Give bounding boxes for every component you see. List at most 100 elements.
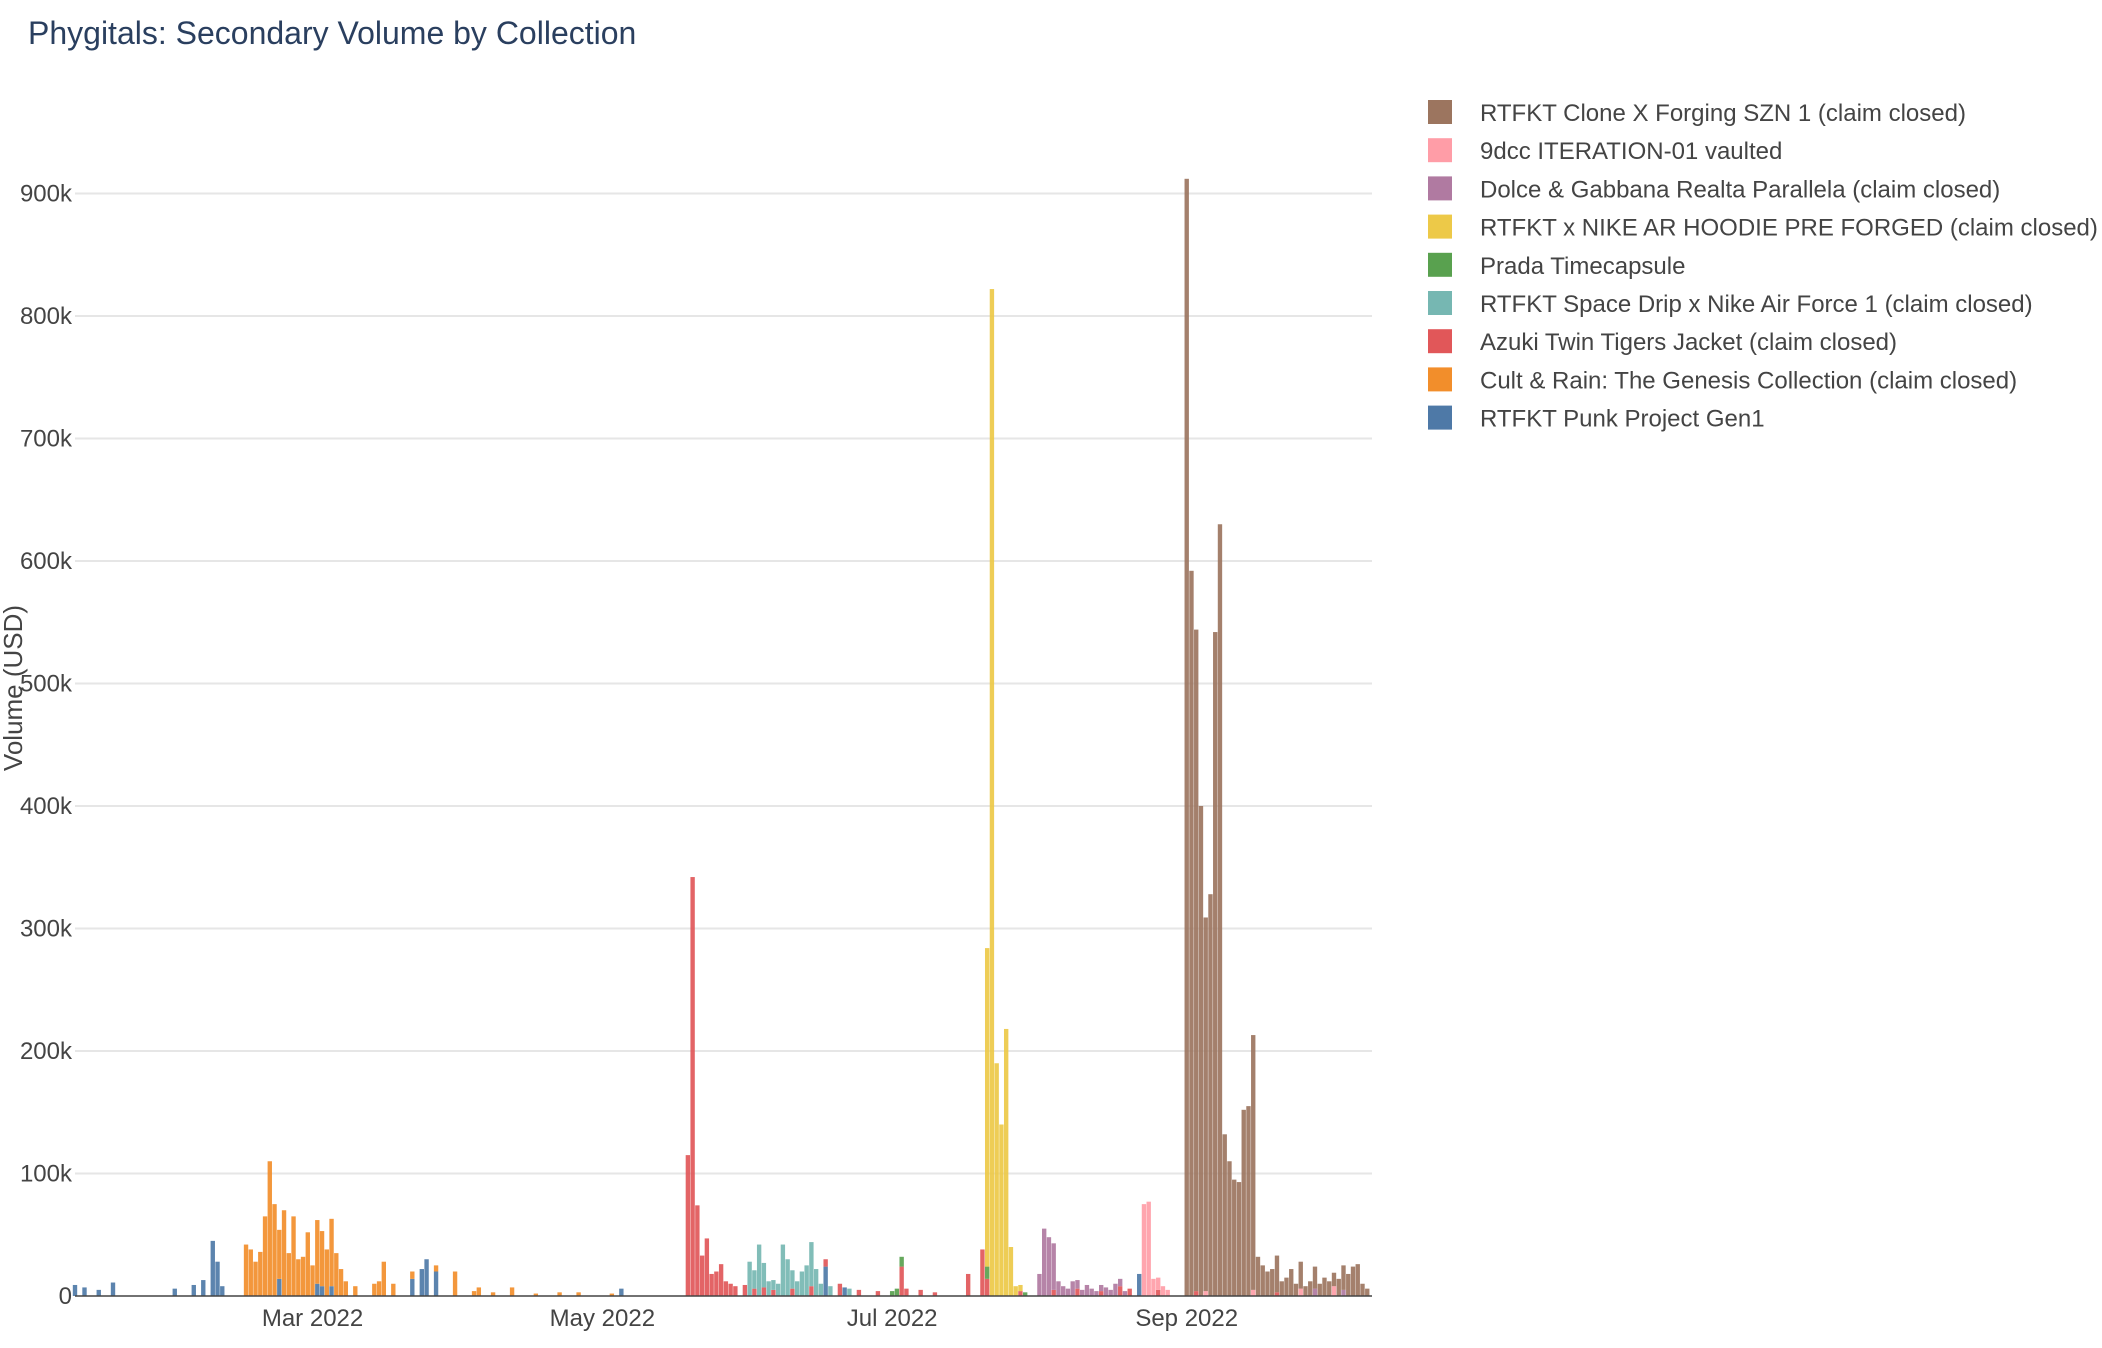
legend-item[interactable]: RTFKT Space Drip x Nike Air Force 1 (cla… xyxy=(1428,291,2033,318)
bar xyxy=(1360,1283,1365,1296)
chart-title: Phygitals: Secondary Volume by Collectio… xyxy=(28,15,636,51)
bar xyxy=(847,1288,852,1296)
bar xyxy=(1303,1286,1308,1296)
bar xyxy=(752,1270,757,1289)
bar xyxy=(296,1259,301,1296)
bar xyxy=(1260,1265,1265,1296)
bar xyxy=(723,1281,729,1296)
bar xyxy=(718,1264,724,1296)
bar xyxy=(476,1287,482,1296)
bar xyxy=(994,1063,999,1296)
bar xyxy=(1061,1286,1066,1296)
bar xyxy=(685,1155,691,1296)
legend-swatch xyxy=(1428,176,1452,201)
bar xyxy=(771,1289,776,1296)
legend-item[interactable]: Dolce & Gabbana Realta Parallela (claim … xyxy=(1428,176,2000,203)
bar xyxy=(248,1249,253,1296)
legend-label: RTFKT x NIKE AR HOODIE PRE FORGED (claim… xyxy=(1480,215,2098,242)
bar xyxy=(72,1284,78,1296)
bar xyxy=(1246,1106,1251,1296)
bar xyxy=(989,289,995,1296)
bar xyxy=(281,1210,287,1296)
bar xyxy=(1317,1283,1322,1296)
bar xyxy=(818,1283,824,1296)
bar xyxy=(761,1262,767,1288)
bar xyxy=(376,1281,382,1296)
bar xyxy=(1312,1266,1318,1289)
bar xyxy=(1070,1281,1075,1296)
bar xyxy=(1331,1286,1337,1296)
bar xyxy=(1346,1273,1351,1296)
y-tick-label: 0 xyxy=(59,1283,72,1310)
bar xyxy=(433,1265,439,1272)
y-tick-label: 500k xyxy=(20,671,73,698)
bar xyxy=(771,1280,776,1290)
bar xyxy=(1289,1269,1294,1296)
legend-item[interactable]: 9dcc ITERATION-01 vaulted xyxy=(1428,138,1782,165)
bar xyxy=(1341,1289,1346,1296)
bar xyxy=(1122,1291,1128,1296)
bar xyxy=(1042,1228,1047,1296)
series-8 xyxy=(72,1240,1142,1296)
bar xyxy=(747,1261,752,1296)
bar xyxy=(267,1161,272,1296)
bar xyxy=(1037,1273,1042,1296)
bars-layer xyxy=(72,178,1372,1297)
bar xyxy=(1008,1247,1014,1296)
legend-item[interactable]: RTFKT Punk Project Gen1 xyxy=(1428,405,1765,433)
bar xyxy=(220,1286,225,1296)
bar xyxy=(999,1124,1004,1296)
bar xyxy=(842,1287,847,1296)
bar xyxy=(1308,1281,1313,1296)
bar xyxy=(338,1269,344,1296)
legend-item[interactable]: RTFKT x NIKE AR HOODIE PRE FORGED (claim… xyxy=(1428,214,2098,242)
bar xyxy=(1236,1182,1242,1296)
bar xyxy=(1056,1281,1061,1296)
bar xyxy=(1198,806,1204,1296)
y-axis-title: Volume (USD) xyxy=(0,605,28,771)
bar xyxy=(1075,1280,1080,1289)
bar xyxy=(1160,1286,1166,1296)
bar xyxy=(1274,1255,1280,1293)
bar xyxy=(1189,570,1194,1296)
bar xyxy=(1298,1261,1303,1289)
bar xyxy=(286,1253,291,1296)
bar xyxy=(1217,524,1223,1296)
bar xyxy=(1103,1287,1109,1296)
bar xyxy=(804,1265,809,1296)
bar xyxy=(1331,1272,1337,1287)
bar xyxy=(1118,1278,1123,1287)
bar xyxy=(258,1251,263,1296)
bar xyxy=(1213,632,1218,1296)
bar xyxy=(1350,1266,1356,1296)
bar xyxy=(1274,1292,1280,1296)
legend-item[interactable]: Cult & Rain: The Genesis Collection (cla… xyxy=(1428,367,2017,394)
bar xyxy=(315,1220,320,1284)
bar xyxy=(894,1288,900,1296)
bar xyxy=(1194,629,1199,1292)
legend-label: Azuki Twin Tigers Jacket (claim closed) xyxy=(1480,329,1897,356)
bar xyxy=(433,1271,439,1296)
legend-swatch xyxy=(1428,405,1452,430)
bar xyxy=(1099,1291,1104,1296)
bar xyxy=(300,1256,306,1296)
y-axis-ticks: 0 100k 200k 300k 400k 500k 600k 700k 800k 900k xyxy=(20,181,73,1311)
bar xyxy=(695,1205,700,1296)
legend-label: RTFKT Space Drip x Nike Air Force 1 (cla… xyxy=(1480,291,2033,318)
bar xyxy=(790,1270,795,1289)
bar xyxy=(424,1259,429,1296)
legend-item[interactable]: Azuki Twin Tigers Jacket (claim closed) xyxy=(1428,329,1897,356)
bar xyxy=(1355,1264,1360,1296)
legend-item[interactable]: RTFKT Clone X Forging SZN 1 (claim close… xyxy=(1428,100,1966,127)
bar xyxy=(704,1238,710,1296)
bar xyxy=(1312,1288,1318,1296)
bar xyxy=(96,1289,101,1296)
bar xyxy=(809,1242,814,1287)
bar xyxy=(277,1229,282,1279)
legend-item[interactable]: Prada Timecapsule xyxy=(1428,253,1685,280)
y-tick-label: 100k xyxy=(20,1161,73,1188)
legend-label: RTFKT Punk Project Gen1 xyxy=(1480,406,1765,433)
bar xyxy=(1094,1291,1099,1296)
bar xyxy=(319,1286,325,1296)
